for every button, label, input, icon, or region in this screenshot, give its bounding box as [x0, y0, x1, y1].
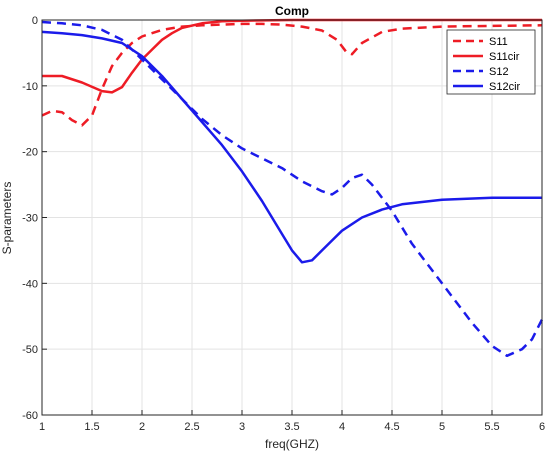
x-tick-label: 4 — [339, 421, 345, 433]
legend: S11 S11cir S12 S12cir — [446, 29, 536, 95]
x-tick-label: 2 — [139, 421, 145, 433]
x-tick-label: 1 — [39, 421, 45, 433]
y-tick-label: -50 — [22, 344, 38, 356]
y-tick-label: -30 — [22, 213, 38, 225]
x-tick-label: 5 — [439, 421, 445, 433]
y-tick-label: -10 — [22, 81, 38, 93]
legend-label-s11: S11 — [489, 36, 508, 48]
y-tick-label: -40 — [22, 278, 38, 290]
series-line-s12cir — [41, 30, 542, 264]
x-axis-label: freq(GHZ) — [265, 437, 319, 451]
legend-label-s12cir: S12cir — [489, 81, 521, 93]
y-tick-label: 0 — [32, 15, 38, 27]
legend-label-s12: S12 — [489, 66, 509, 78]
chart-title: Comp — [275, 4, 309, 18]
x-tick-label: 6 — [539, 421, 545, 433]
y-tick-label: -60 — [22, 410, 38, 422]
series-line-s11 — [41, 22, 543, 127]
x-tick-label: 3.5 — [284, 421, 299, 433]
legend-box — [446, 29, 536, 95]
ticks: 1 1.5 2 2.5 3 3.5 4 4.5 5 5.5 6 0 -10 -20 -30 -40 -50 -60 — [22, 15, 545, 433]
legend-label-s11cir: S11cir — [489, 51, 520, 63]
x-tick-label: 5.5 — [484, 421, 499, 433]
series-line-s12 — [41, 20, 544, 358]
y-axis-label: S-parameters — [0, 182, 14, 255]
x-tick-label: 4.5 — [384, 421, 399, 433]
y-tick-label: -20 — [22, 147, 38, 159]
x-tick-label: 3 — [239, 421, 245, 433]
x-tick-label: 2.5 — [184, 421, 199, 433]
x-tick-label: 1.5 — [84, 421, 99, 433]
